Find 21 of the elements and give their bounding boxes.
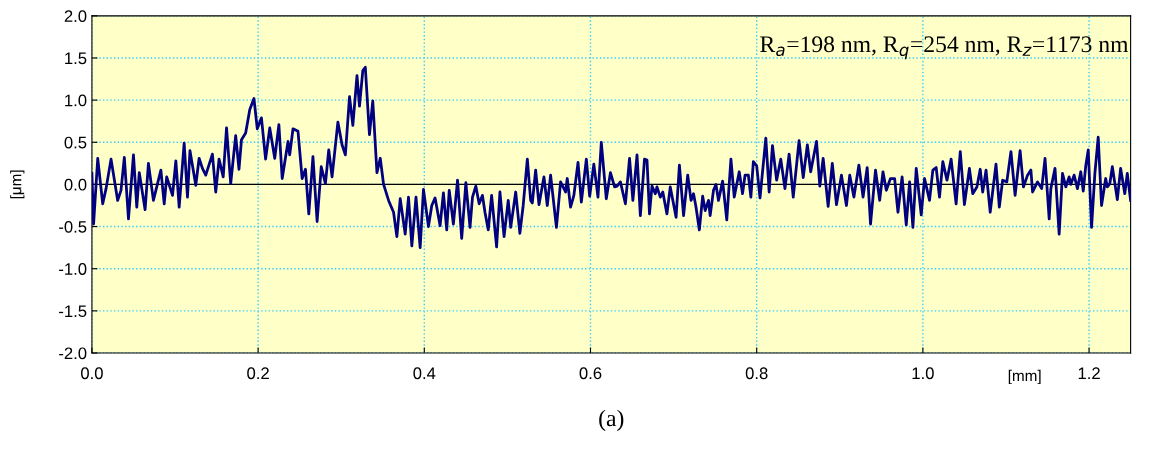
text: (a) — [599, 409, 624, 432]
y-tick-label: 0.0 — [64, 178, 87, 191]
y-axis-title: [μm] — [10, 170, 25, 199]
y-tick-label: 0.5 — [64, 136, 87, 149]
annotation: R$_{a}$=198 nm, R$_{q}$=254 nm, R$_{z}$=1173 nm — [760, 36, 1129, 60]
x-tick-label: 0.2 — [247, 367, 269, 380]
x-tick-label: 1.2 — [1078, 367, 1100, 379]
x-tick-label: 0.0 — [80, 367, 103, 380]
y-tick-label: -0.5 — [59, 220, 87, 233]
y-tick-label: 2.0 — [64, 10, 87, 23]
y-tick-label: 1.5 — [65, 52, 87, 65]
y-tick-label: 1.0 — [65, 94, 87, 107]
y-tick-label: -2.0 — [59, 347, 87, 360]
x-tick-label: 0.8 — [745, 367, 768, 380]
y-tick-label: -1.5 — [59, 305, 87, 318]
x-axis-title: [mm] — [1008, 369, 1041, 385]
x-tick-label: 0.4 — [413, 367, 436, 380]
line-series — [91, 65, 1131, 250]
y-tick-label: -1.0 — [59, 263, 87, 275]
x-tick-label: 0.6 — [579, 367, 602, 380]
x-tick-label: 1.0 — [912, 367, 934, 380]
